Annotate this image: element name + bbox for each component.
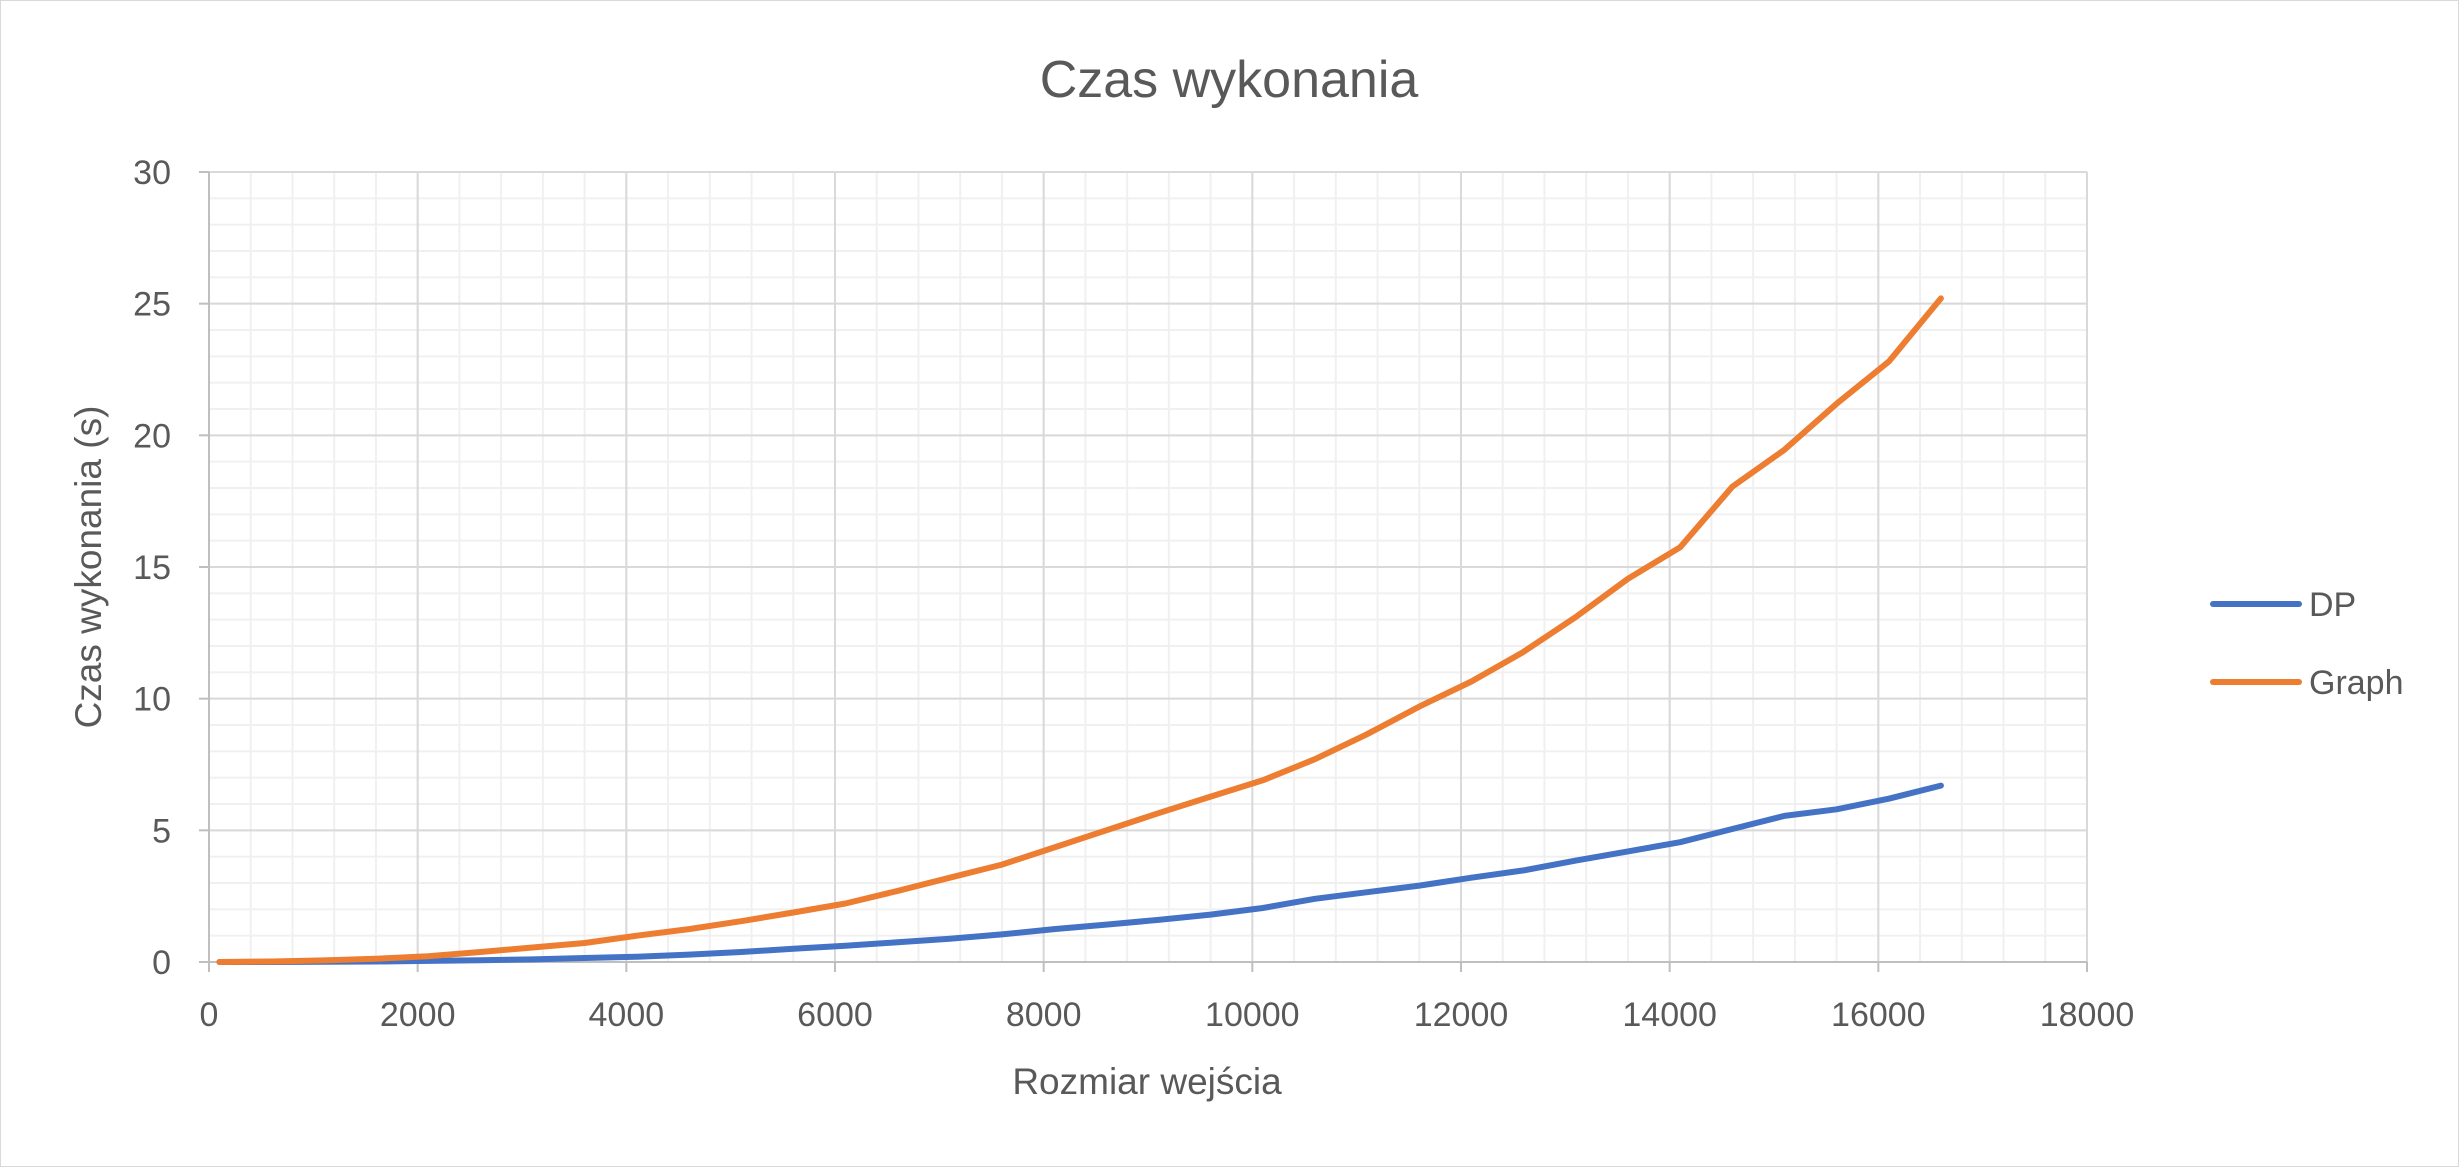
x-tick-label: 0 — [200, 996, 219, 1034]
legend-label-dp: DP — [2309, 586, 2356, 624]
y-tick-label: 20 — [133, 417, 171, 455]
x-tick-label: 10000 — [1205, 996, 1300, 1034]
x-tick-label: 12000 — [1414, 996, 1509, 1034]
axes — [199, 171, 2088, 972]
legend: DP Graph — [2210, 586, 2404, 702]
x-tick-label: 16000 — [1831, 996, 1926, 1034]
series-lines — [216, 295, 1944, 965]
x-tick-label: 6000 — [797, 996, 873, 1034]
y-tick-label: 0 — [152, 944, 171, 982]
x-axis-title: Rozmiar wejścia — [1012, 1061, 1282, 1102]
chart-title: Czas wykonania — [1040, 51, 1419, 109]
y-tick-label: 10 — [133, 681, 171, 719]
x-tick-label: 4000 — [589, 996, 665, 1034]
series-line-dp — [216, 782, 1944, 965]
x-tick-label: 2000 — [380, 996, 456, 1034]
y-axis-title: Czas wykonania (s) — [68, 406, 109, 729]
y-tick-label: 15 — [133, 549, 171, 587]
y-tick-labels: 0 5 10 15 20 25 30 — [133, 154, 171, 982]
series-line-graph — [216, 295, 1944, 965]
y-tick-label: 25 — [133, 286, 171, 324]
x-tick-labels: 0 2000 4000 6000 8000 10000 12000 14000 16000 180… — [200, 996, 2135, 1034]
x-tick-label: 14000 — [1622, 996, 1717, 1034]
y-tick-label: 5 — [152, 812, 171, 850]
x-tick-label: 8000 — [1006, 996, 1082, 1034]
x-tick-label: 18000 — [2040, 996, 2135, 1034]
legend-label-graph: Graph — [2309, 664, 2404, 702]
major-gridlines — [208, 171, 2088, 963]
y-tick-label: 30 — [133, 154, 171, 192]
